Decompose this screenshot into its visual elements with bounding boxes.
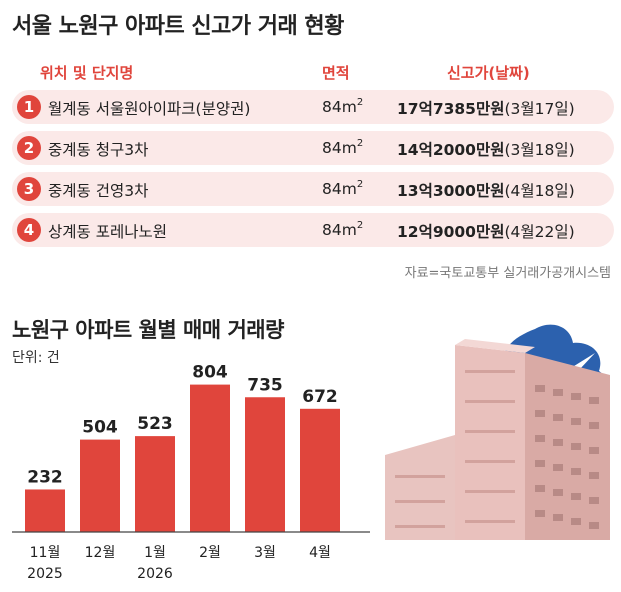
price-value: 12억9000만원(4월22일) (397, 223, 575, 241)
bar-chart: 232 11월 2025 504 12월 523 1월 2026 804 2월 735 3월 672 4월 (12, 363, 370, 582)
bar-value-label: 504 (82, 418, 118, 438)
x-tick-label: 4월 (309, 545, 331, 561)
x-tick-year-label: 2026 (137, 566, 173, 582)
bar (135, 436, 175, 532)
chart-unit-label: 단위: 건 (12, 350, 60, 366)
complex-name: 중계동 건영3차 (48, 182, 149, 200)
table-row: 1 월계동 서울원아이파크(분양권) 84m2 17억7385만원(3월17일) (12, 90, 614, 124)
bar-value-label: 735 (247, 375, 283, 395)
bar (300, 408, 340, 532)
area-value: 84m2 (322, 220, 364, 239)
table-title: 서울 노원구 아파트 신고가 거래 현황 (12, 14, 344, 39)
row-number-badge: 4 (17, 218, 41, 242)
source-note: 자료=국토교통부 실거래가공개시스템 (404, 266, 611, 281)
x-tick-year-label: 2025 (27, 566, 63, 582)
chart-title: 노원구 아파트 월별 매매 거래량 (12, 318, 284, 342)
row-number-badge: 3 (17, 177, 41, 201)
x-tick-label: 2월 (199, 545, 221, 561)
header-area: 면적 (322, 64, 350, 82)
nowon-district-logo-and-apartment-illustration (385, 324, 610, 540)
table-row: 3 중계동 건영3차 84m2 13억3000만원(4월18일) (12, 172, 614, 206)
x-tick-label: 1월 (144, 545, 166, 561)
area-value: 84m2 (322, 138, 364, 157)
bar (245, 397, 285, 532)
price-value: 13억3000만원(4월18일) (397, 182, 575, 200)
bar-value-label: 523 (137, 414, 173, 434)
table-row: 2 중계동 청구3차 84m2 14억2000만원(3월18일) (12, 131, 614, 165)
price-value: 14억2000만원(3월18일) (397, 141, 575, 159)
bar (190, 384, 230, 532)
row-number-badge: 2 (17, 136, 41, 160)
price-value: 17억7385만원(3월17일) (397, 100, 575, 118)
bar (80, 439, 120, 532)
table-row: 4 상계동 포레나노원 84m2 12억9000만원(4월22일) (12, 213, 614, 247)
complex-name: 중계동 청구3차 (48, 141, 149, 159)
complex-name: 상계동 포레나노원 (48, 223, 168, 241)
apartment-illustration (385, 339, 610, 540)
area-value: 84m2 (322, 179, 364, 198)
header-name: 위치 및 단지명 (40, 64, 134, 82)
complex-name: 월계동 서울원아이파크(분양권) (48, 100, 251, 118)
x-tick-label: 12월 (85, 545, 116, 561)
row-number-badge: 1 (17, 95, 41, 119)
bar-value-label: 232 (27, 467, 63, 487)
header-price: 신고가(날짜) (447, 64, 530, 82)
bar-value-label: 672 (302, 387, 338, 407)
x-tick-label: 11월 (30, 545, 61, 561)
area-value: 84m2 (322, 97, 364, 116)
bar-value-label: 804 (192, 363, 228, 383)
bar (25, 489, 65, 532)
x-tick-label: 3월 (254, 545, 276, 561)
